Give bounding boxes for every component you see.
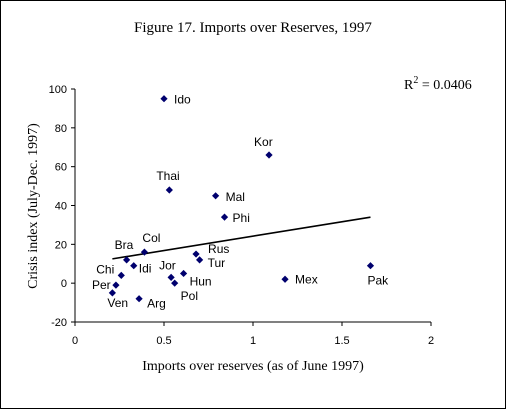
chart-title: Figure 17. Imports over Reserves, 1997 (134, 20, 372, 36)
point-label-bra: Bra (115, 238, 134, 252)
data-point-idi (130, 262, 138, 270)
data-point-ven (108, 289, 116, 297)
x-tick-label: 2 (428, 335, 434, 347)
r2-value: = 0.0406 (418, 78, 471, 93)
point-label-col: Col (142, 231, 160, 245)
x-tick-label: 0.5 (156, 335, 171, 347)
point-label-thai: Thai (156, 169, 179, 183)
data-point-col (140, 248, 149, 256)
x-axis-label: Imports over reserves (as of June 1997) (142, 359, 364, 374)
data-point-thai (165, 186, 173, 194)
data-point-phi (220, 213, 229, 221)
y-axis-label: Crisis index (July-Dec. 1997) (26, 123, 41, 289)
data-point-bra (123, 256, 131, 264)
data-point-rus (192, 250, 200, 258)
data-point-ido (160, 95, 168, 103)
data-point-hun (179, 269, 188, 278)
x-tick-label: 1 (250, 335, 256, 347)
y-tick-label: 0 (61, 278, 67, 290)
point-label-phi: Phi (233, 211, 250, 225)
r-squared-label: R2 = 0.0406 (404, 75, 472, 93)
data-point-tur (196, 256, 204, 264)
point-label-pol: Pol (181, 289, 198, 303)
data-point-mex (281, 275, 289, 283)
data-points (108, 95, 375, 303)
data-point-kor (265, 151, 273, 159)
y-tick-label: 100 (49, 84, 67, 96)
data-point-per (112, 281, 120, 289)
trendline (112, 216, 371, 260)
point-label-per: Per (92, 278, 111, 292)
point-label-kor: Kor (254, 135, 273, 149)
point-label-chi: Chi (96, 262, 114, 276)
point-label-hun: Hun (190, 274, 212, 288)
y-tick-label: 40 (55, 201, 67, 213)
data-point-jor (167, 273, 175, 281)
point-label-mex: Mex (295, 272, 318, 286)
r2-r: R (404, 78, 414, 93)
data-point-pak (366, 262, 375, 270)
data-point-pol (171, 279, 179, 287)
data-point-arg (135, 295, 143, 303)
point-label-rus: Rus (208, 242, 229, 256)
x-tick-label: 1.5 (334, 335, 349, 347)
y-tick-label: 80 (55, 123, 67, 135)
x-tick-label: 0 (72, 335, 78, 347)
x-ticks: 0 0.5 1 1.5 2 (72, 322, 434, 347)
r2-superscript: 2 (413, 75, 418, 86)
point-label-pak: Pak (367, 274, 389, 288)
y-tick-label: 20 (55, 239, 67, 251)
point-label-jor: Jor (159, 258, 176, 272)
data-point-mal (212, 192, 220, 200)
data-point-chi (117, 271, 125, 279)
point-label-arg: Arg (147, 297, 166, 311)
point-label-ido: Ido (174, 93, 191, 107)
point-label-tur: Tur (208, 256, 226, 270)
point-label-mal: Mal (226, 190, 245, 204)
point-label-idi: Idi (139, 262, 152, 276)
y-tick-label: 60 (55, 162, 67, 174)
y-ticks: -20 0 20 40 60 80 100 (49, 84, 75, 329)
point-label-ven: Ven (107, 296, 128, 310)
y-tick-label: -20 (51, 317, 67, 329)
